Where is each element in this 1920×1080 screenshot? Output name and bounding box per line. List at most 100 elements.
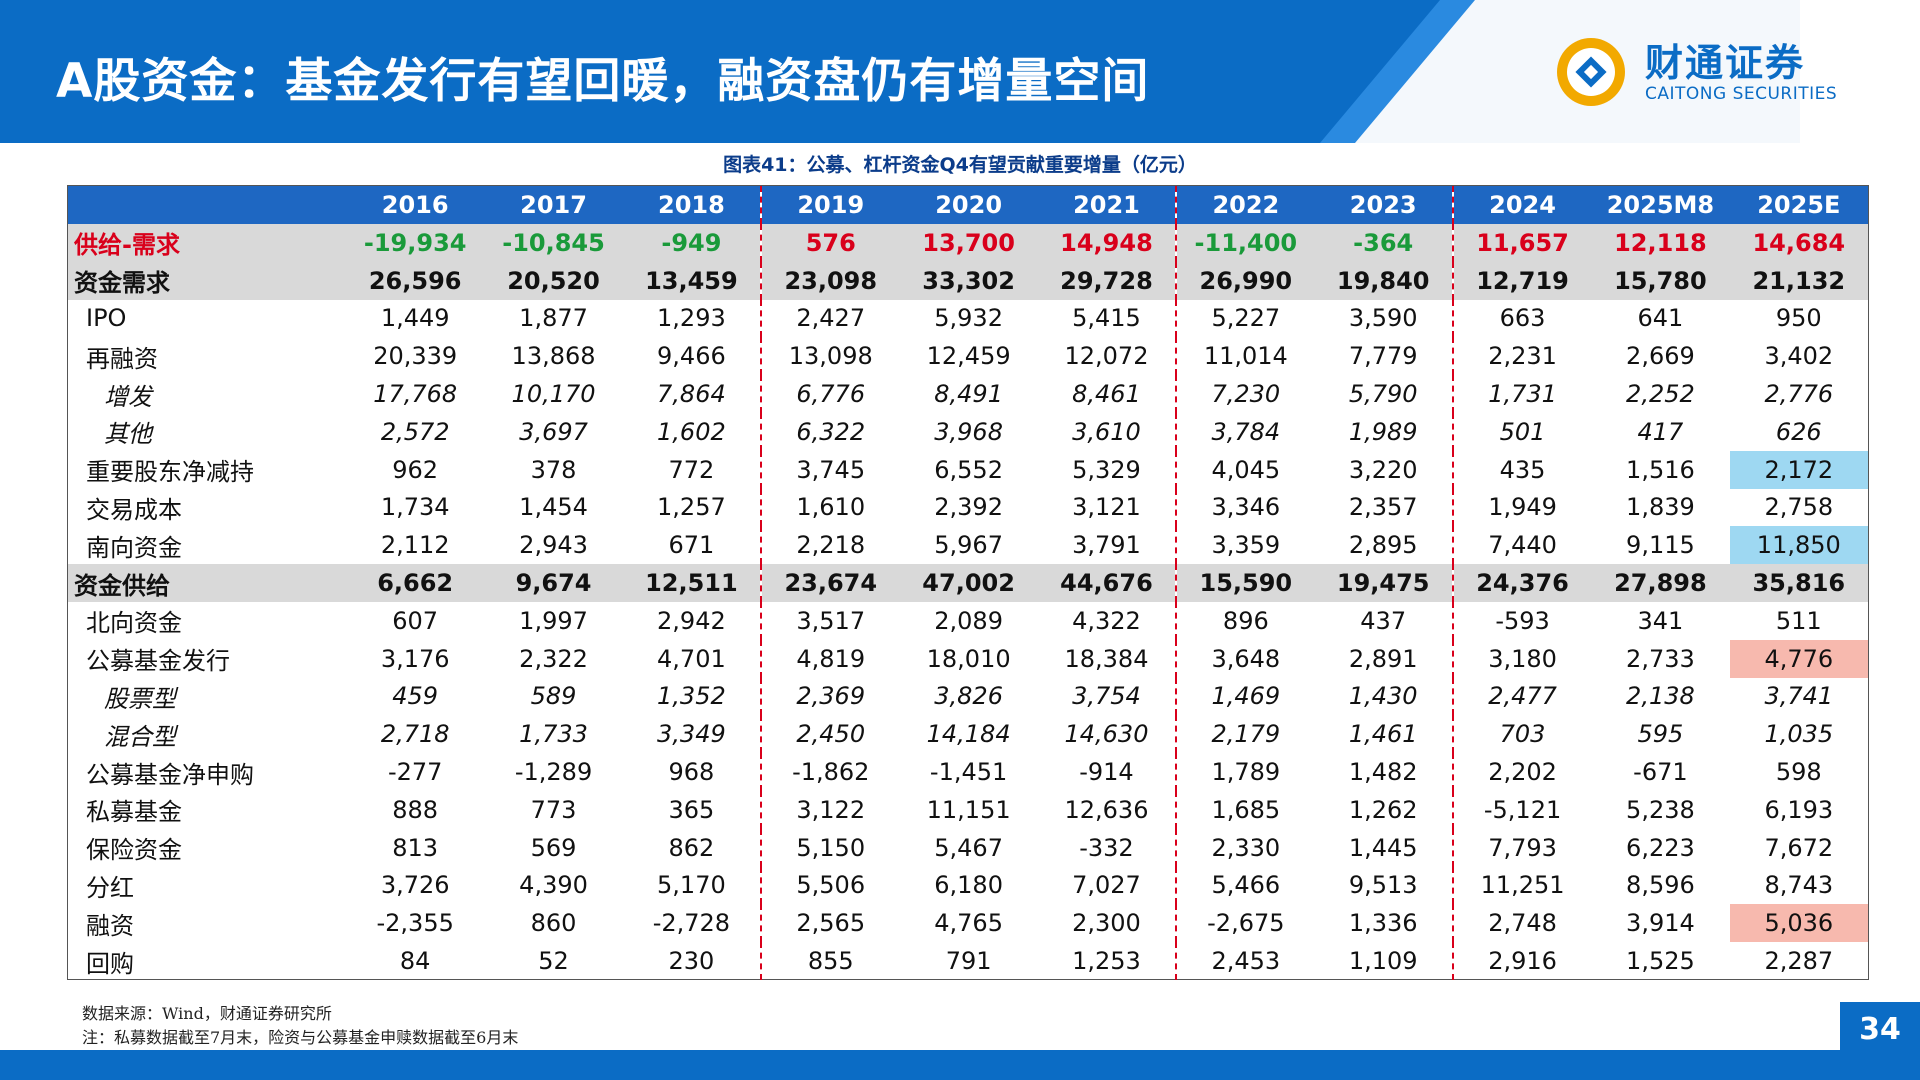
table-cell: 2,172: [1729, 450, 1868, 489]
table-cell: 2,369: [796, 682, 866, 711]
table-cell: 2,450: [796, 720, 866, 749]
table-cell: 1,734: [380, 493, 450, 522]
table-cell: 230: [622, 942, 763, 980]
table-cell: 6,662: [346, 564, 485, 602]
table-cell: 15,590: [1176, 564, 1315, 602]
table-cell: -1,289: [514, 758, 593, 787]
table-cell: 2,392: [934, 493, 1003, 522]
table-cell: 33,302: [899, 261, 1038, 300]
table-cell: 2,453: [1211, 947, 1281, 976]
table-row: 分红 3,726 4,390 5,170 5,506 6,180 7,027 5,466 9,5…: [68, 866, 1868, 905]
table-cell: 3,122: [796, 795, 866, 824]
column-header: 2023: [1314, 186, 1454, 224]
header-banner: A股资金：基金发行有望回暖，融资盘仍有增量空间 财通证券 CAITONG SEC…: [0, 0, 1920, 143]
table-cell: 813: [392, 833, 439, 862]
table-cell: 3,610: [1037, 412, 1178, 451]
table-cell: 2,300: [1037, 904, 1178, 943]
table-cell: 2,330: [1211, 833, 1281, 862]
row-label: 融资: [86, 911, 134, 940]
table-cell: 13,868: [511, 342, 596, 371]
table-cell: 5,238: [1626, 795, 1695, 824]
table-cell: 950: [1775, 304, 1822, 333]
table-row: 公募基金净申购 -277 -1,289 968 -1,862 -1,451 -914 1,78…: [68, 753, 1868, 791]
table-cell: 5,227: [1211, 304, 1281, 333]
table-cell: 1,877: [519, 304, 588, 333]
table-cell: 2,287: [1764, 947, 1834, 976]
table-cell: 7,440: [1488, 531, 1557, 560]
data-table-container: 2016 2017 2018 2019 2020 2021 2022 2023 2024 2025…: [67, 185, 1869, 980]
table-cell: 962: [392, 455, 439, 484]
row-label: 南向资金: [86, 533, 182, 562]
table-cell: 2,748: [1488, 909, 1557, 938]
table-row: 融资 -2,355 860 -2,728 2,565 4,765 2,300 -2,675 1,…: [68, 904, 1868, 943]
table-cell: -2,728: [622, 904, 763, 943]
table-cell: 3,402: [1764, 342, 1834, 371]
column-header: 2016: [346, 186, 485, 224]
table-cell: 18,384: [1037, 639, 1178, 678]
table-cell: -593: [1495, 606, 1550, 635]
table-row: 重要股东净减持 962 378 772 3,745 6,552 5,329 4,045 3,22…: [68, 450, 1868, 489]
table-cell: 6,180: [934, 871, 1003, 900]
table-cell: 365: [622, 790, 763, 829]
table-cell: 2,758: [1764, 493, 1834, 522]
data-table: 2016 2017 2018 2019 2020 2021 2022 2023 2024 2025…: [68, 186, 1868, 980]
table-cell: 641: [1637, 304, 1684, 333]
table-cell: 772: [622, 450, 763, 489]
table-cell: 663: [1499, 304, 1546, 333]
row-label: 交易成本: [86, 495, 182, 524]
table-cell: 3,346: [1211, 493, 1281, 522]
table-cell: 1,685: [1211, 795, 1281, 824]
table-cell: -914: [1037, 753, 1178, 791]
table-cell: 569: [530, 833, 577, 862]
table-cell: 7,672: [1764, 833, 1834, 862]
table-cell: 5,932: [934, 304, 1003, 333]
table-cell: -19,934: [346, 224, 485, 262]
table-cell: 1,733: [519, 720, 588, 749]
logo-english-name: CAITONG SECURITIES: [1645, 84, 1838, 104]
column-header: 2020: [899, 186, 1038, 224]
table-cell: -364: [1314, 224, 1454, 262]
table-cell: 2,112: [380, 531, 450, 560]
table-cell: 3,121: [1037, 488, 1178, 527]
table-cell: 9,466: [622, 337, 763, 376]
table-cell: 35,816: [1729, 564, 1868, 602]
row-label: 供给-需求: [68, 224, 346, 262]
table-cell: 2,231: [1488, 342, 1557, 371]
table-row: 股票型 459 589 1,352 2,369 3,826 3,754 1,469 1,430 2…: [68, 677, 1868, 716]
table-cell: 1,610: [796, 493, 866, 522]
table-cell: 5,329: [1037, 450, 1178, 489]
table-cell: 435: [1499, 455, 1546, 484]
table-cell: 7,230: [1211, 380, 1281, 409]
column-header: 2019: [761, 186, 900, 224]
table-cell: 3,791: [1037, 526, 1178, 565]
table-cell: 860: [530, 909, 577, 938]
table-cell: 2,357: [1314, 488, 1454, 527]
column-header: 2025E: [1729, 186, 1868, 224]
table-cell: 341: [1637, 606, 1684, 635]
table-cell: 1,602: [622, 412, 763, 451]
logo-chinese-name: 财通证券: [1645, 41, 1806, 85]
table-cell: 12,118: [1591, 224, 1730, 262]
row-label: IPO: [86, 304, 127, 333]
table-cell: 4,322: [1037, 601, 1178, 640]
table-cell: 14,630: [1037, 715, 1178, 754]
table-cell: 3,754: [1037, 677, 1178, 716]
table-row: 供给-需求 -19,934 -10,845 -949 576 13,700 14,948 -1…: [68, 224, 1868, 262]
table-cell: 5,467: [934, 833, 1003, 862]
table-cell: 6,223: [1626, 833, 1695, 862]
table-cell: -2,355: [376, 909, 454, 938]
table-row: 保险资金 813 569 862 5,150 5,467 -332 2,330 1,445 7,7…: [68, 828, 1868, 867]
table-cell: 598: [1775, 758, 1822, 787]
table-cell: 703: [1499, 720, 1546, 749]
table-cell: 11,014: [1203, 342, 1288, 371]
table-cell: 1,352: [622, 677, 763, 716]
table-cell: 2,565: [796, 909, 866, 938]
company-logo: 财通证券 CAITONG SECURITIES: [1553, 28, 1883, 112]
table-cell: -1,451: [929, 758, 1008, 787]
row-label: 北向资金: [86, 609, 182, 638]
table-cell: 9,115: [1626, 531, 1695, 560]
table-cell: 20,339: [373, 342, 458, 371]
table-cell: 8,596: [1626, 871, 1695, 900]
table-cell: 29,728: [1037, 261, 1178, 300]
table-cell: 4,765: [934, 909, 1003, 938]
